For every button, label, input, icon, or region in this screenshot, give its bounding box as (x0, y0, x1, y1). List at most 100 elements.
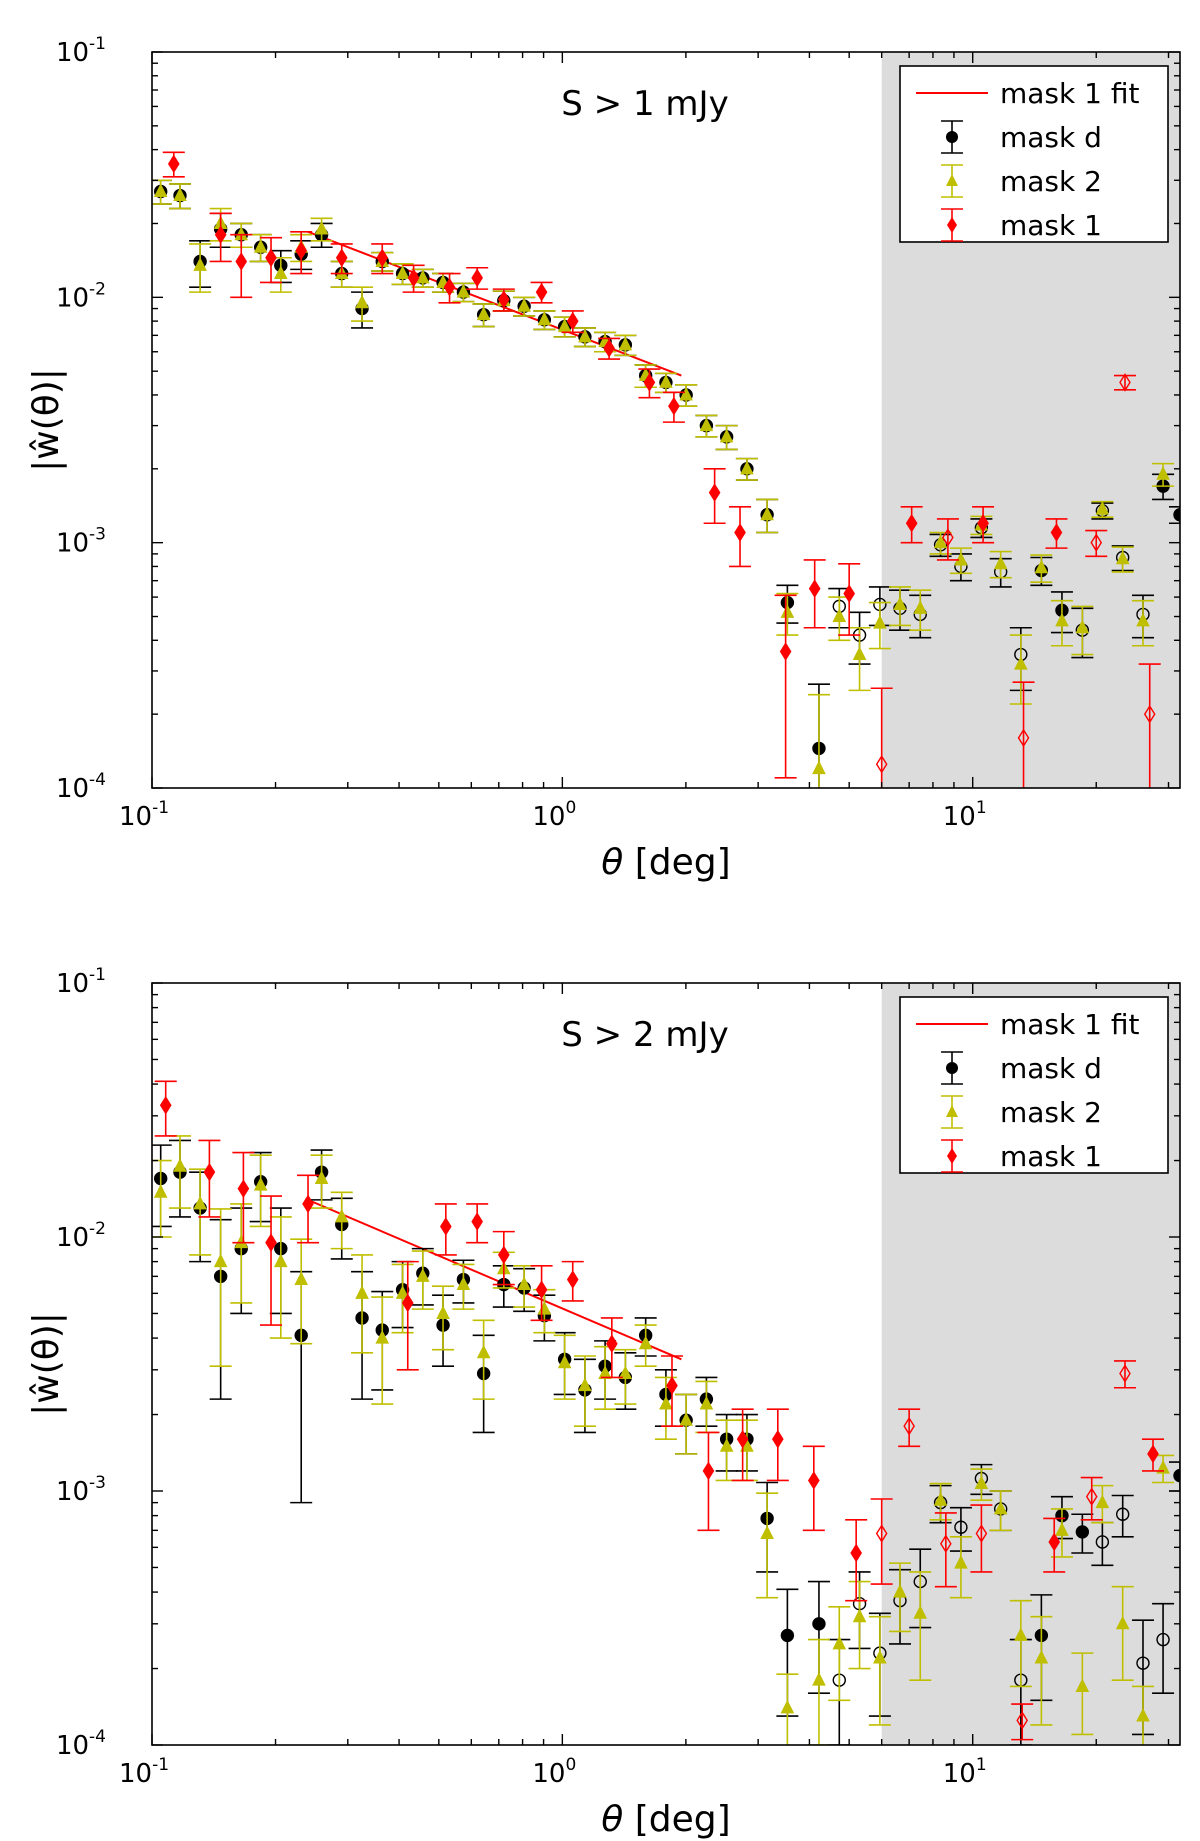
data-point (603, 338, 615, 358)
legend-box (899, 65, 1169, 243)
data-point (1143, 704, 1156, 724)
data-point (173, 187, 187, 202)
data-point (265, 1233, 277, 1252)
data-point (668, 396, 680, 416)
legend-label: mask 2 (1000, 165, 1102, 198)
data-point (843, 584, 856, 603)
data-point (699, 1395, 714, 1410)
data-point (1014, 1627, 1028, 1641)
x-tick-label: 101 (943, 1755, 987, 1789)
data-point (974, 1475, 989, 1490)
legend-label: mask 2 (1000, 1096, 1102, 1129)
data-point (334, 1208, 349, 1223)
data-point (173, 1158, 187, 1172)
data-point (294, 1271, 309, 1286)
data-point (719, 1438, 734, 1452)
data-point (578, 1377, 592, 1392)
data-point (335, 248, 348, 268)
data-point (566, 1270, 579, 1289)
data-point (771, 1429, 784, 1449)
data-point (415, 1268, 430, 1282)
y-tick-label: 10-1 (56, 965, 106, 999)
legend: mask 1 fit mask d mask 2 mask 1 (899, 996, 1169, 1174)
data-point (1136, 1707, 1150, 1722)
data-point (1119, 1364, 1131, 1383)
panel-top: 10-1 100 101 10-4 10-3 10-2 10-1 θ [deg] |ŵ(θ)| S… (26, 34, 1181, 883)
legend-box (899, 996, 1169, 1174)
data-point (873, 614, 887, 629)
data-point (977, 513, 989, 533)
data-point (873, 1649, 887, 1664)
data-point (643, 373, 656, 392)
data-point (740, 460, 754, 475)
y-tick-label: 10-3 (56, 525, 106, 559)
data-point (355, 294, 369, 309)
data-point (302, 1194, 314, 1214)
data-point (537, 1301, 552, 1315)
data-point (734, 523, 746, 542)
data-point (954, 1520, 968, 1534)
data-point (253, 239, 268, 253)
flux-cut-annotation: S > 2 mJy (561, 1015, 728, 1055)
x-tick-label: 100 (532, 1755, 576, 1789)
data-point (439, 1217, 452, 1236)
data-point (1147, 1444, 1159, 1464)
data-point (812, 1617, 826, 1631)
data-point (314, 220, 329, 235)
x-tick-label: 100 (532, 798, 576, 832)
legend-label: mask 1 (1000, 209, 1102, 242)
legend-marker-diamond (947, 1148, 957, 1164)
data-point (1136, 612, 1150, 627)
data-point (566, 311, 579, 331)
data-point (456, 284, 471, 298)
y-tick-label: 10-2 (56, 279, 106, 313)
data-point (517, 298, 531, 312)
x-tick-label: 10-1 (119, 1755, 169, 1789)
legend-label: mask 1 fit (1000, 77, 1139, 110)
data-point (1034, 559, 1049, 574)
y-tick-label: 10-4 (56, 1727, 106, 1761)
data-point (167, 154, 180, 174)
data-point (913, 1605, 928, 1619)
data-point (875, 1524, 888, 1543)
legend-label: mask d (1000, 121, 1102, 154)
x-axis-label: θ [deg] (601, 1799, 730, 1840)
data-point (214, 225, 227, 245)
data-point (476, 1344, 491, 1359)
data-point (1115, 1507, 1130, 1521)
data-point (375, 1329, 390, 1344)
data-point (193, 257, 207, 271)
axes-frame (151, 982, 1181, 1746)
legend-marker-circle (946, 131, 958, 143)
data-point (638, 1335, 653, 1350)
y-axis-label: |ŵ(θ)| (26, 1312, 67, 1416)
data-point (1119, 373, 1131, 392)
data-point (203, 1162, 216, 1182)
data-point (679, 386, 693, 401)
data-point (1095, 1535, 1110, 1549)
data-point (1136, 1656, 1150, 1670)
data-point (812, 1672, 826, 1686)
data-point (780, 604, 795, 618)
fit-line (307, 230, 682, 377)
data-point (1075, 1525, 1090, 1539)
data-point (273, 1253, 288, 1268)
data-point (376, 248, 389, 268)
data-point (679, 1412, 693, 1426)
data-point (1173, 1468, 1180, 1483)
data-point (933, 1492, 948, 1506)
plot-area (152, 151, 1180, 788)
data-point (1085, 1487, 1098, 1506)
data-point (780, 1699, 795, 1714)
data-point (1173, 508, 1180, 522)
plot-area (152, 1080, 1180, 1745)
data-point (780, 1628, 795, 1643)
data-point (812, 760, 826, 775)
data-point (1048, 1532, 1061, 1552)
y-tick-label: 10-2 (56, 1219, 106, 1253)
data-point (273, 265, 288, 280)
series-mask-1 (162, 151, 1161, 788)
data-point (893, 1583, 907, 1598)
data-point (708, 483, 721, 502)
legend-label: mask d (1000, 1052, 1102, 1085)
